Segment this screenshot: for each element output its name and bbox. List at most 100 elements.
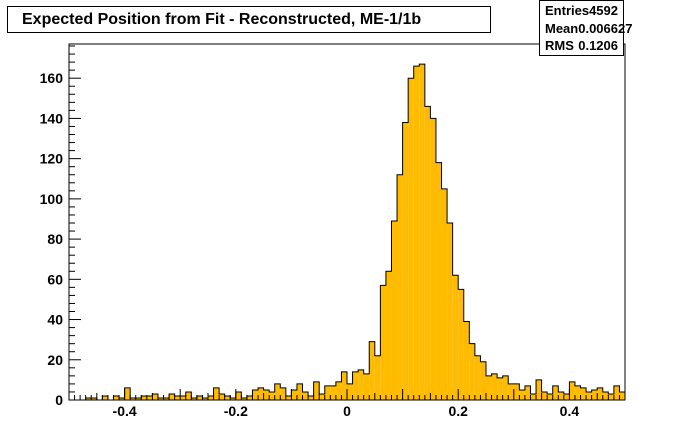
histogram-bar xyxy=(574,385,581,400)
histogram-bar xyxy=(196,395,203,400)
histogram-bar xyxy=(91,397,97,400)
y-tick-label: 80 xyxy=(47,231,63,247)
histogram-bars xyxy=(69,63,625,401)
histogram-bar xyxy=(224,395,231,400)
histogram-bar xyxy=(602,391,609,400)
stats-label: Mean xyxy=(545,20,579,36)
histogram-bar xyxy=(163,397,170,400)
histogram-bar xyxy=(441,188,448,400)
histogram-bar xyxy=(208,395,214,400)
histogram-bar xyxy=(480,361,486,400)
y-tick-label: 140 xyxy=(40,110,64,126)
histogram-bar xyxy=(219,393,225,400)
histogram-bar xyxy=(246,395,253,400)
histogram-bar xyxy=(380,285,386,400)
histogram-bar xyxy=(352,371,359,400)
histogram-bar xyxy=(591,389,598,400)
histogram-bar xyxy=(369,341,375,400)
histogram-bar xyxy=(169,393,175,400)
histogram-bar xyxy=(547,393,553,400)
stats-value: 4592 xyxy=(589,3,618,18)
histogram-bar xyxy=(135,397,142,400)
y-tick-label: 20 xyxy=(47,352,63,368)
histogram-bar xyxy=(363,373,370,400)
histogram-bar xyxy=(486,375,492,400)
y-tick-label: 100 xyxy=(40,191,64,207)
histogram-bar xyxy=(519,389,525,400)
histogram-bar xyxy=(263,389,270,400)
histogram-bar xyxy=(324,385,331,400)
histogram-bar xyxy=(463,321,470,400)
histogram-bar xyxy=(180,395,186,400)
histogram-bar xyxy=(313,381,320,400)
histogram-bar xyxy=(269,391,275,400)
histogram-bar xyxy=(102,395,108,400)
histogram-bar xyxy=(613,385,620,400)
histogram-bar xyxy=(536,379,542,400)
stats-row-entries: Entries 4592 xyxy=(545,2,618,20)
histogram-bar xyxy=(119,397,125,400)
axes xyxy=(68,43,626,401)
histogram-bar xyxy=(586,391,592,400)
y-axis-ticks: 0 20 40 60 80 100 120 140 160 xyxy=(40,45,81,408)
histogram-bar xyxy=(497,377,503,400)
histogram-bar xyxy=(424,106,431,400)
stats-label: RMS xyxy=(545,38,574,53)
y-tick-label: 0 xyxy=(55,392,63,408)
histogram-bar xyxy=(330,385,336,400)
y-tick-label: 60 xyxy=(47,271,63,287)
y-tick-label: 160 xyxy=(40,70,64,86)
histogram-bar xyxy=(296,383,303,400)
histogram-bar xyxy=(419,64,425,401)
histogram-outline xyxy=(69,63,625,401)
stats-box: Entries 4592 Mean 0.006627 RMS 0.1206 xyxy=(539,0,632,56)
histogram-bar xyxy=(157,397,164,400)
histogram-bar xyxy=(430,118,436,400)
histogram-bar xyxy=(174,395,181,400)
chart-title-box: Expected Position from Fit - Reconstruct… xyxy=(7,6,491,33)
histogram-bar xyxy=(474,355,481,400)
histogram-bar xyxy=(530,393,537,400)
histogram-bar xyxy=(274,383,281,400)
histogram-bar xyxy=(563,393,570,400)
histogram-bar xyxy=(608,393,614,400)
stats-label: Entries xyxy=(545,3,590,18)
histogram-bar xyxy=(597,387,603,400)
histogram-bar xyxy=(502,375,509,400)
histogram-bar xyxy=(358,369,364,400)
histogram-bar xyxy=(413,66,420,400)
stats-row-mean: Mean 0.006627 xyxy=(545,20,632,38)
histogram-bar xyxy=(402,122,409,401)
histogram-bar xyxy=(435,162,442,400)
histogram-bar xyxy=(235,391,242,400)
histogram-bar xyxy=(185,391,192,400)
histogram-bar xyxy=(152,393,158,400)
histogram-bar xyxy=(252,389,259,400)
histogram-bar xyxy=(391,220,398,400)
histogram-bar xyxy=(552,385,559,400)
histogram-bar xyxy=(513,383,520,400)
histogram-bar xyxy=(124,387,131,400)
histogram-bar xyxy=(308,395,314,400)
histogram-bar xyxy=(319,393,325,400)
histogram-bar xyxy=(385,271,392,400)
histogram-bar xyxy=(491,373,498,400)
histogram-bar xyxy=(541,391,548,400)
plot-frame xyxy=(68,43,626,401)
stats-value: 0.006627 xyxy=(578,20,633,36)
x-tick-label: 0 xyxy=(343,403,351,419)
stats-value: 0.1206 xyxy=(578,38,618,53)
x-tick-label: -0.2 xyxy=(224,403,248,419)
histogram-bar xyxy=(258,387,264,400)
histogram-bar xyxy=(113,395,120,400)
x-axis-ticks: -0.4 -0.2 0 0.2 0.4 xyxy=(68,389,626,419)
histogram-bar xyxy=(146,395,153,400)
stats-row-rms: RMS 0.1206 xyxy=(545,37,618,55)
x-tick-label: 0.4 xyxy=(560,403,580,419)
histogram-bar xyxy=(291,389,297,400)
histogram-bar xyxy=(85,397,92,400)
histogram-bar xyxy=(285,395,292,400)
histogram-bar xyxy=(558,391,564,400)
histogram-bar xyxy=(408,78,414,401)
